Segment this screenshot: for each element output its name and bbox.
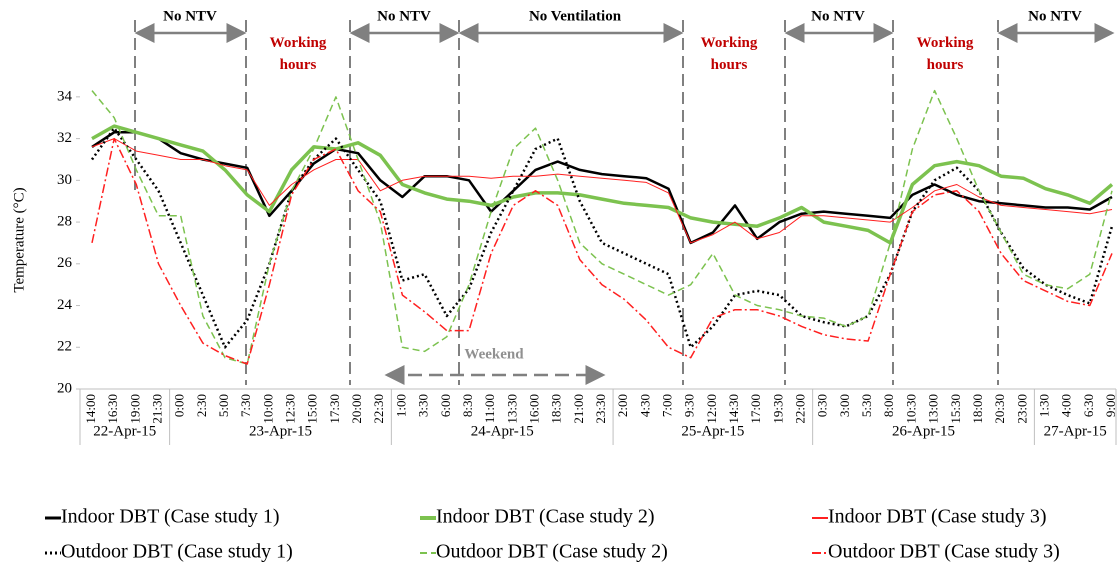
- x-tick-label: 21:00: [571, 394, 586, 424]
- x-tick-label: 19:00: [127, 394, 142, 424]
- x-tick-label: 11:00: [482, 394, 497, 423]
- series-line: [91, 89, 1113, 365]
- period-dividers: [134, 20, 999, 385]
- x-tick-label: 12:00: [704, 394, 719, 424]
- y-tick-label: 28: [57, 214, 72, 230]
- x-tick-label: 2:00: [615, 394, 630, 417]
- x-tick-label: 2:30: [194, 394, 209, 417]
- date-label: 26-Apr-15: [892, 423, 955, 439]
- x-tick-label: 20:30: [992, 394, 1007, 424]
- series-line: [91, 138, 1113, 244]
- x-tick-label: 17:30: [327, 394, 342, 424]
- annotation: Working hours: [701, 35, 758, 73]
- legend-label: Indoor DBT (Case study 2): [436, 506, 655, 528]
- y-tick-label: 30: [57, 172, 72, 188]
- x-tick-label: 23:30: [593, 394, 608, 424]
- x-tick-label: 9:30: [682, 394, 697, 417]
- y-tick-label: 24: [57, 297, 73, 313]
- legend-label: Indoor DBT (Case study 1): [61, 506, 280, 528]
- x-tick-label: 3:00: [837, 394, 852, 417]
- y-axis-title: Temperature (°C): [11, 187, 27, 292]
- x-tick-label: 22:00: [793, 394, 808, 424]
- x-tick-label: 13:00: [926, 394, 941, 424]
- annotation: No Ventilation: [529, 8, 622, 24]
- annotation: No NTV: [811, 8, 865, 24]
- x-tick-label: 14:30: [726, 394, 741, 424]
- period-arrows: [134, 23, 1115, 385]
- series-line: [91, 137, 1113, 365]
- date-label: 24-Apr-15: [471, 423, 534, 439]
- series-line: [91, 124, 1114, 245]
- x-tick-label: 19:30: [770, 394, 785, 424]
- y-tick-label: 26: [57, 255, 73, 271]
- x-tick-label: 8:30: [460, 394, 475, 417]
- x-tick-label: 4:30: [637, 394, 652, 417]
- annotation: No NTV: [163, 8, 217, 24]
- annotation: No NTV: [377, 8, 431, 24]
- legend-label: Outdoor DBT (Case study 2): [436, 541, 668, 563]
- annotation: No NTV: [1028, 8, 1082, 24]
- x-tick-label: 1:30: [1036, 394, 1051, 417]
- date-label: 27-Apr-15: [1044, 423, 1107, 439]
- x-tick-label: 10:30: [903, 394, 918, 424]
- x-tick-label: 0:30: [815, 394, 830, 417]
- x-tick-label: 5:30: [859, 394, 874, 417]
- x-tick-label: 20:00: [349, 394, 364, 424]
- x-tick-label: 0:00: [172, 394, 187, 417]
- y-tick-label: 34: [57, 88, 73, 104]
- x-tick-label: 18:00: [970, 394, 985, 424]
- x-tick-label: 13:30: [504, 394, 519, 424]
- series-line: [90, 126, 1114, 349]
- x-tick-label: 4:00: [1059, 394, 1074, 417]
- x-tick-label: 7:00: [660, 394, 675, 417]
- x-tick-label: 5:00: [216, 394, 231, 417]
- legend-label: Indoor DBT (Case study 3): [828, 506, 1047, 528]
- annotation: Weekend: [464, 346, 524, 362]
- x-tick-label: 22:30: [371, 394, 386, 424]
- x-tick-label: 15:30: [948, 394, 963, 424]
- x-tick-label: 6:00: [438, 394, 453, 417]
- x-tick-label: 9:00: [1103, 394, 1118, 417]
- legend-label: Outdoor DBT (Case study 3): [828, 541, 1060, 563]
- x-tick-label: 18:30: [549, 394, 564, 424]
- series-line: [91, 131, 1113, 245]
- x-tick-label: 21:30: [150, 394, 165, 424]
- x-tick-label: 1:00: [393, 394, 408, 417]
- x-tick-label: 14:00: [83, 394, 98, 424]
- y-tick-label: 20: [57, 380, 72, 396]
- x-tick-label: 3:30: [416, 394, 431, 417]
- x-tick-label: 10:00: [260, 394, 275, 424]
- x-tick-label: 12:30: [283, 394, 298, 424]
- x-tick-label: 6:30: [1081, 394, 1096, 417]
- legend-label: Outdoor DBT (Case study 1): [61, 541, 293, 563]
- y-tick-label: 32: [57, 130, 72, 146]
- x-tick-label: 16:30: [105, 394, 120, 424]
- date-label: 25-Apr-15: [681, 423, 744, 439]
- x-tick-label: 7:30: [238, 394, 253, 417]
- date-label: 22-Apr-15: [93, 423, 156, 439]
- annotation: Working hours: [917, 35, 974, 73]
- y-tick-label: 22: [57, 339, 72, 355]
- x-tick-label: 8:00: [881, 394, 896, 417]
- x-tick-label: 16:00: [526, 394, 541, 424]
- date-label: 23-Apr-15: [249, 423, 312, 439]
- x-tick-label: 15:00: [305, 394, 320, 424]
- x-tick-label: 17:00: [748, 394, 763, 424]
- x-tick-label: 23:00: [1014, 394, 1029, 424]
- annotation: Working hours: [270, 35, 327, 73]
